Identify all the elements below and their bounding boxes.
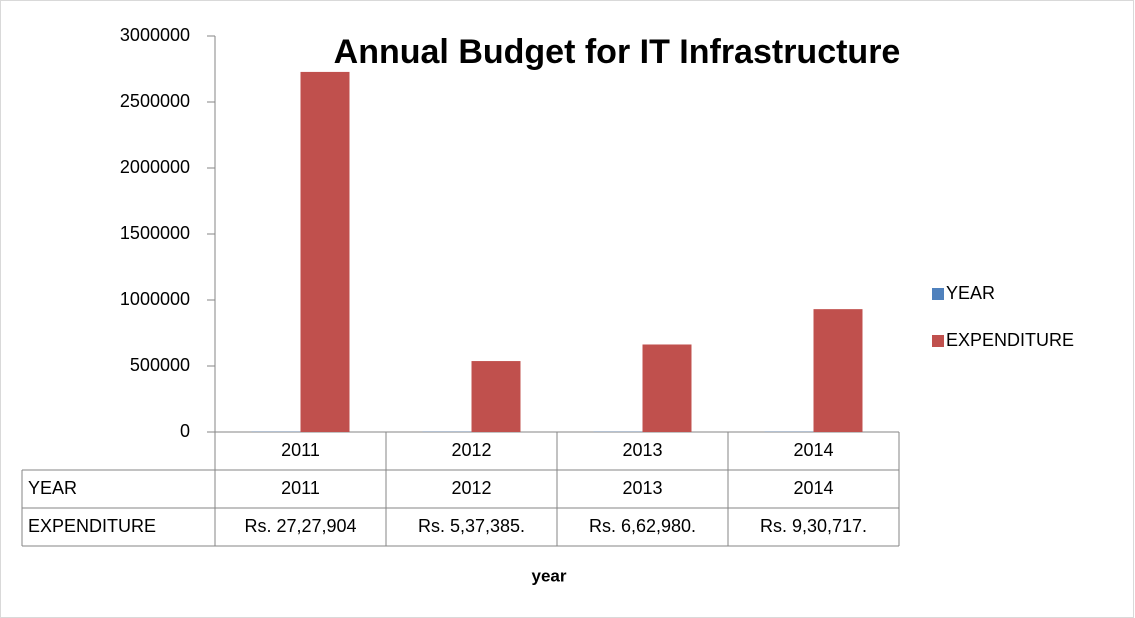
legend-label: EXPENDITURE <box>946 330 1074 350</box>
x-tick-label: 2014 <box>793 440 833 460</box>
legend-swatch <box>932 335 944 347</box>
table-cell: Rs. 9,30,717. <box>760 516 867 536</box>
x-axis-title: year <box>532 566 567 585</box>
y-tick-label: 1000000 <box>120 289 190 309</box>
table-cell: 2011 <box>281 478 320 498</box>
bar <box>642 344 692 432</box>
table-cell: 2014 <box>793 478 833 498</box>
chart-title: Annual Budget for IT Infrastructure <box>334 33 901 71</box>
y-tick-label: 2500000 <box>120 91 190 111</box>
table-cell: Rs. 27,27,904 <box>244 516 356 536</box>
table-cell: Rs. 6,62,980. <box>589 516 696 536</box>
table-cell: 2012 <box>451 478 491 498</box>
legend-swatch <box>932 288 944 300</box>
table-cell: 2013 <box>622 478 662 498</box>
legend-label: YEAR <box>946 283 995 303</box>
y-tick-label: 1500000 <box>120 223 190 243</box>
table-row-label: YEAR <box>28 478 77 498</box>
table-row-label: EXPENDITURE <box>28 516 156 536</box>
y-tick-label: 2000000 <box>120 157 190 177</box>
y-tick-label: 3000000 <box>120 25 190 45</box>
x-tick-label: 2011 <box>281 440 320 460</box>
bar <box>813 309 863 432</box>
bar <box>300 71 350 432</box>
y-tick-label: 500000 <box>130 355 190 375</box>
x-tick-label: 2012 <box>451 440 491 460</box>
table-cell: Rs. 5,37,385. <box>418 516 525 536</box>
bar <box>471 361 521 432</box>
y-tick-label: 0 <box>180 421 190 441</box>
x-tick-label: 2013 <box>622 440 662 460</box>
